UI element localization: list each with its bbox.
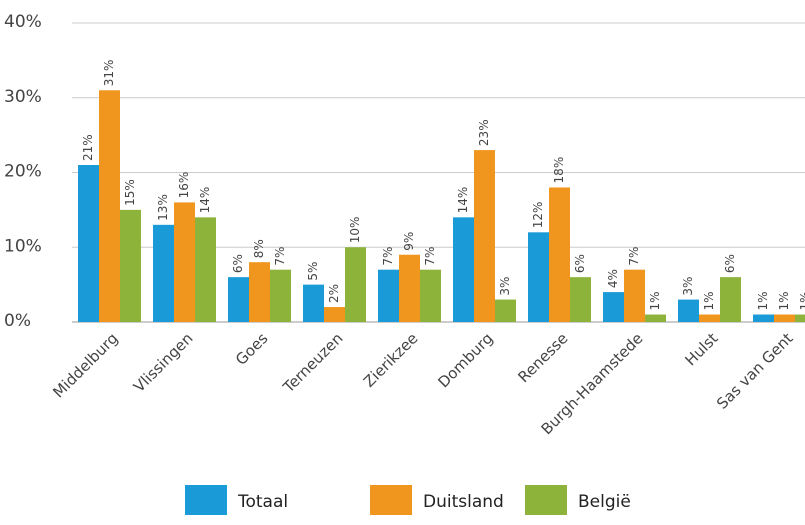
value-label: 16% bbox=[177, 172, 191, 199]
value-label: 7% bbox=[423, 247, 437, 266]
bar bbox=[228, 277, 249, 322]
bar bbox=[303, 284, 324, 322]
value-label: 2% bbox=[327, 284, 341, 303]
bar bbox=[249, 262, 270, 322]
bar bbox=[795, 314, 805, 322]
bar bbox=[324, 307, 345, 322]
bar bbox=[495, 299, 516, 322]
y-tick-label: 30% bbox=[4, 87, 42, 107]
value-label: 7% bbox=[273, 247, 287, 266]
bar bbox=[174, 202, 195, 322]
x-tick-label: Hulst bbox=[681, 329, 721, 369]
x-tick-label: Zierikzee bbox=[360, 329, 422, 391]
bar bbox=[195, 217, 216, 322]
value-label: 3% bbox=[498, 277, 512, 296]
value-label: 21% bbox=[81, 134, 95, 161]
bar bbox=[570, 277, 591, 322]
y-tick-label: 0% bbox=[4, 311, 31, 331]
bar bbox=[399, 254, 420, 322]
bar bbox=[549, 187, 570, 322]
value-label: 15% bbox=[123, 179, 137, 206]
value-label: 1% bbox=[798, 291, 805, 310]
value-label: 23% bbox=[477, 119, 491, 146]
bar bbox=[624, 269, 645, 322]
value-label: 9% bbox=[402, 232, 416, 251]
bar bbox=[774, 314, 795, 322]
y-tick-label: 40% bbox=[4, 12, 42, 32]
bar bbox=[753, 314, 774, 322]
bar bbox=[78, 165, 99, 322]
bar bbox=[603, 292, 624, 322]
bar bbox=[699, 314, 720, 322]
bar bbox=[645, 314, 666, 322]
value-label: 13% bbox=[156, 194, 170, 221]
y-tick-label: 20% bbox=[4, 162, 42, 182]
legend-swatch bbox=[525, 485, 567, 515]
x-tick-label: Vlissingen bbox=[130, 329, 197, 396]
bar bbox=[678, 299, 699, 322]
value-label: 1% bbox=[777, 291, 791, 310]
bar bbox=[153, 224, 174, 322]
x-tick-label: Terneuzen bbox=[279, 329, 347, 397]
value-label: 14% bbox=[456, 187, 470, 214]
value-label: 1% bbox=[648, 291, 662, 310]
value-label: 31% bbox=[102, 60, 116, 87]
x-tick-label: Domburg bbox=[434, 329, 496, 391]
bar bbox=[528, 232, 549, 322]
legend-label: Totaal bbox=[237, 492, 288, 512]
value-label: 10% bbox=[348, 217, 362, 244]
bar bbox=[99, 90, 120, 323]
bar bbox=[270, 269, 291, 322]
value-label: 1% bbox=[702, 291, 716, 310]
bar bbox=[345, 247, 366, 322]
bar bbox=[378, 269, 399, 322]
value-label: 6% bbox=[231, 254, 245, 273]
x-tick-label: Renesse bbox=[515, 329, 572, 386]
value-label: 7% bbox=[627, 247, 641, 266]
bar bbox=[720, 277, 741, 322]
value-label: 18% bbox=[552, 157, 566, 184]
y-tick-label: 10% bbox=[4, 236, 42, 256]
value-label: 6% bbox=[573, 254, 587, 273]
x-tick-label: Goes bbox=[232, 329, 272, 369]
x-tick-label: Sas van Gent bbox=[713, 329, 796, 412]
value-label: 4% bbox=[606, 269, 620, 288]
value-label: 8% bbox=[252, 239, 266, 258]
legend-label: België bbox=[578, 492, 631, 512]
value-label: 3% bbox=[681, 277, 695, 296]
x-tick-label: Middelburg bbox=[49, 329, 121, 401]
value-label: 6% bbox=[723, 254, 737, 273]
value-label: 7% bbox=[381, 247, 395, 266]
bar bbox=[474, 150, 495, 322]
legend-swatch bbox=[370, 485, 412, 515]
bar bbox=[420, 269, 441, 322]
bar bbox=[120, 209, 141, 322]
legend-label: Duitsland bbox=[423, 492, 504, 512]
legend-swatch bbox=[185, 485, 227, 515]
value-label: 5% bbox=[306, 262, 320, 281]
bar bbox=[453, 217, 474, 322]
value-label: 12% bbox=[531, 202, 545, 229]
value-label: 1% bbox=[756, 291, 770, 310]
value-label: 14% bbox=[198, 187, 212, 214]
